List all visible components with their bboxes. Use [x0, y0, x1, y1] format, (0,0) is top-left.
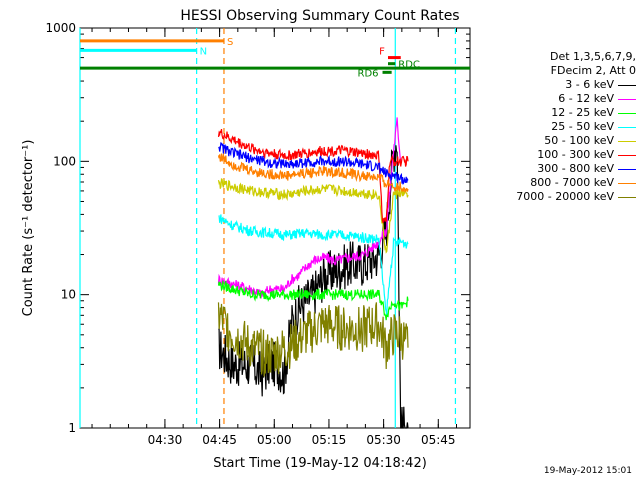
legend-swatch [618, 155, 636, 156]
y-tick-label: 10 [61, 288, 76, 302]
series-line-4 [217, 178, 409, 254]
x-tick-label: 05:30 [366, 433, 401, 447]
y-tick-label: 1 [68, 421, 76, 435]
legend-label: 3 - 6 keV [565, 78, 614, 91]
x-tick-label: 04:45 [202, 433, 237, 447]
legend-swatch [618, 183, 636, 184]
legend-header-line-1: Det 1,3,5,6,7,9, [549, 50, 636, 63]
flag-label: RD6 [358, 68, 379, 79]
timestamp: 19-May-2012 15:01 [543, 466, 632, 476]
legend-entry: 50 - 100 keV [480, 134, 636, 148]
legend-label: 12 - 25 keV [551, 106, 614, 119]
legend-entry: 12 - 25 keV [480, 106, 636, 120]
legend-entry: 100 - 300 keV [480, 148, 636, 162]
legend-label: 6 - 12 keV [558, 92, 614, 105]
legend-label: 100 - 300 keV [537, 148, 614, 161]
legend-swatch [618, 169, 636, 170]
legend-label: 25 - 50 keV [551, 120, 614, 133]
legend-swatch [618, 197, 636, 198]
chart-title: HESSI Observing Summary Count Rates [180, 8, 459, 24]
legend-entry: 800 - 7000 keV [480, 176, 636, 190]
legend-label: 300 - 800 keV [537, 162, 614, 175]
legend-header-line-2: FDecim 2, Att 0 [550, 64, 636, 77]
legend-swatch [618, 141, 636, 142]
legend-label: 50 - 100 keV [544, 134, 614, 147]
legend-entry: 300 - 800 keV [480, 162, 636, 176]
legend-entry: 7000 - 20000 keV [480, 190, 636, 204]
legend-label: 800 - 7000 keV [530, 176, 614, 189]
x-tick-label: 05:00 [257, 433, 292, 447]
legend-entry: 25 - 50 keV [480, 120, 636, 134]
series-line-3 [218, 214, 409, 315]
flag-label: S [227, 37, 233, 48]
legend-entry: 3 - 6 keV [480, 78, 636, 92]
x-tick-label: 04:30 [148, 433, 183, 447]
y-axis-label: Count Rate (s⁻¹ detector⁻¹) [21, 140, 36, 317]
y-tick-label: 100 [53, 154, 76, 168]
series-line-5 [217, 129, 409, 224]
legend-swatch [618, 113, 636, 114]
series-line-7 [217, 153, 409, 193]
legend-swatch [618, 127, 636, 128]
series-line-8 [217, 302, 409, 377]
legend-swatch [618, 99, 636, 100]
x-tick-label: 05:15 [312, 433, 347, 447]
series-line-6 [218, 142, 409, 186]
legend: Det 1,3,5,6,7,9, FDecim 2, Att 0 3 - 6 k… [480, 50, 636, 204]
flag-label: RDC [398, 60, 420, 71]
y-tick-label: 1000 [45, 21, 76, 35]
x-tick-label: 05:45 [421, 433, 456, 447]
x-axis-label: Start Time (19-May-12 04:18:42) [213, 456, 427, 471]
legend-label: 7000 - 20000 keV [516, 190, 614, 203]
series-line-2 [217, 280, 409, 321]
flag-label: N [200, 46, 207, 57]
legend-swatch [618, 85, 636, 86]
flag-label: F [379, 47, 385, 58]
legend-entry: 6 - 12 keV [480, 92, 636, 106]
series-line-0 [218, 145, 409, 429]
